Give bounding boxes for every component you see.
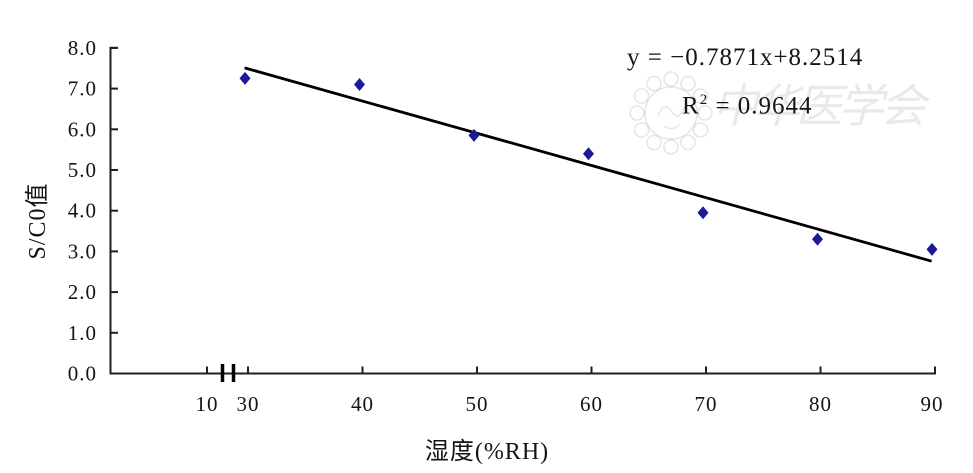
- r-squared-exponent: 2: [699, 92, 709, 108]
- data-point: [239, 71, 251, 85]
- y-tick-label: 7.0: [68, 77, 97, 101]
- y-tick-label: 6.0: [68, 117, 97, 141]
- trendline: [244, 66, 932, 263]
- data-point: [697, 206, 709, 220]
- y-tick-label: 3.0: [68, 239, 97, 263]
- data-point: [468, 128, 480, 142]
- y-axis-title: S/C0值: [25, 182, 51, 260]
- r-squared-value: = 0.9644: [708, 92, 813, 120]
- x-tick-label: 80: [809, 392, 832, 416]
- x-tick-label: 60: [580, 392, 603, 416]
- y-tick-label: 0.0: [68, 362, 97, 386]
- data-point: [812, 232, 823, 246]
- y-tick-label: 4.0: [68, 199, 97, 223]
- x-tick-label: 90: [921, 392, 944, 416]
- trendline-equation: y = −0.7871x+8.2514: [627, 44, 864, 71]
- y-tick-label: 5.0: [68, 158, 97, 182]
- x-tick-label: 40: [351, 392, 374, 416]
- x-tick-label: 30: [237, 392, 260, 416]
- y-tick-label: 1.0: [68, 321, 97, 345]
- x-tick-label: 70: [695, 392, 718, 416]
- data-point: [926, 242, 938, 256]
- x-tick-label: 50: [466, 392, 489, 416]
- r-squared-base: R: [682, 92, 700, 120]
- data-point: [354, 78, 365, 92]
- y-tick-label: 2.0: [68, 280, 97, 304]
- x-tick-label: 10: [196, 392, 219, 416]
- data-point: [583, 147, 594, 161]
- r-squared-label: R2 = 0.9644: [682, 92, 813, 120]
- x-axis-title: 湿度(%RH): [424, 439, 550, 465]
- y-tick-label: 8.0: [68, 36, 97, 60]
